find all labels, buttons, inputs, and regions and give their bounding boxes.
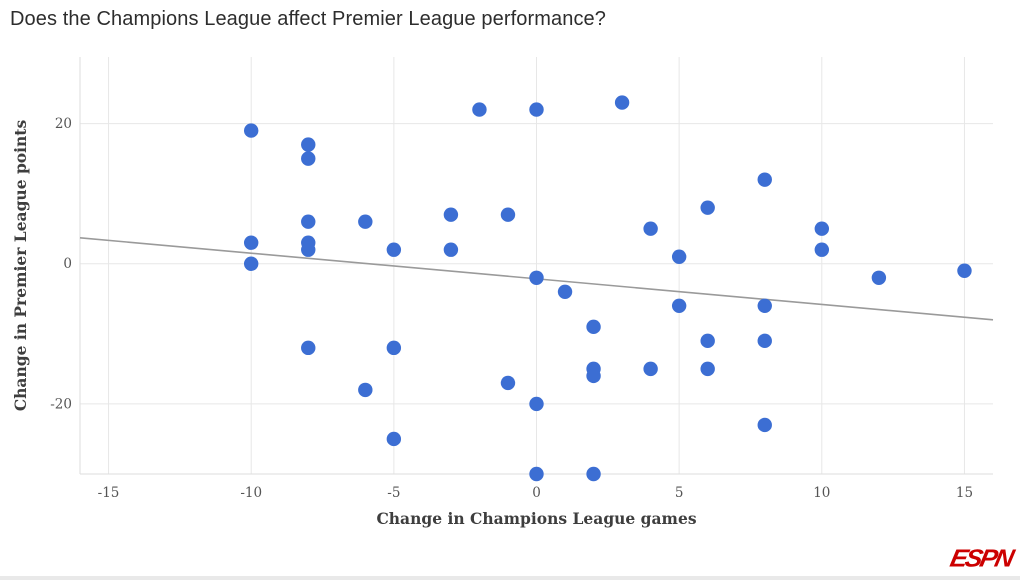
data-point <box>871 270 887 285</box>
data-point <box>386 340 402 356</box>
x-tick-label: -10 <box>240 485 262 501</box>
data-point <box>529 270 544 285</box>
x-tick-label: 5 <box>675 485 684 501</box>
x-axis-title: Change in Champions League games <box>376 509 696 528</box>
y-tick-label: 20 <box>55 116 72 132</box>
data-point <box>586 319 601 335</box>
data-point <box>386 431 402 447</box>
data-point <box>643 221 658 236</box>
x-tick-label: 15 <box>956 485 973 501</box>
data-point <box>757 172 772 187</box>
x-tick-label: -5 <box>387 485 400 501</box>
data-point <box>243 123 259 138</box>
bottom-divider <box>0 576 1020 580</box>
data-point <box>700 333 715 349</box>
chart-title: Does the Champions League affect Premier… <box>10 8 606 30</box>
data-point <box>700 200 715 215</box>
data-point <box>957 263 972 278</box>
data-point <box>443 242 459 257</box>
data-point <box>557 284 573 299</box>
data-point <box>472 102 487 117</box>
data-point <box>757 298 772 313</box>
data-point <box>301 151 316 166</box>
data-point <box>500 375 516 391</box>
data-point <box>671 298 687 313</box>
x-tick-label: -15 <box>98 485 120 501</box>
data-point <box>529 466 544 482</box>
data-point <box>586 466 601 482</box>
data-point <box>757 417 772 433</box>
y-tick-label: -20 <box>50 396 72 412</box>
y-tick-label: 0 <box>63 256 72 272</box>
data-point <box>700 361 715 377</box>
data-point <box>814 221 830 236</box>
data-point <box>243 256 259 271</box>
data-point <box>757 333 772 349</box>
x-tick-label: 10 <box>813 485 830 501</box>
data-point <box>301 340 316 356</box>
data-point <box>529 396 544 412</box>
data-point <box>643 361 658 377</box>
data-point <box>301 137 316 152</box>
data-point <box>614 95 630 110</box>
data-point <box>386 242 402 257</box>
data-point <box>529 102 544 117</box>
x-tick-label: 0 <box>532 485 541 501</box>
data-point <box>671 249 687 264</box>
data-point <box>243 235 259 250</box>
data-point <box>814 242 830 257</box>
data-point <box>443 207 459 222</box>
data-point <box>358 214 373 229</box>
data-point <box>500 207 516 222</box>
data-point <box>301 242 316 257</box>
espn-logo: ESPN <box>947 543 1015 573</box>
data-point <box>586 368 601 384</box>
y-axis-title: Change in Premier League points <box>11 120 30 412</box>
data-point <box>358 382 373 398</box>
data-point <box>301 214 316 229</box>
